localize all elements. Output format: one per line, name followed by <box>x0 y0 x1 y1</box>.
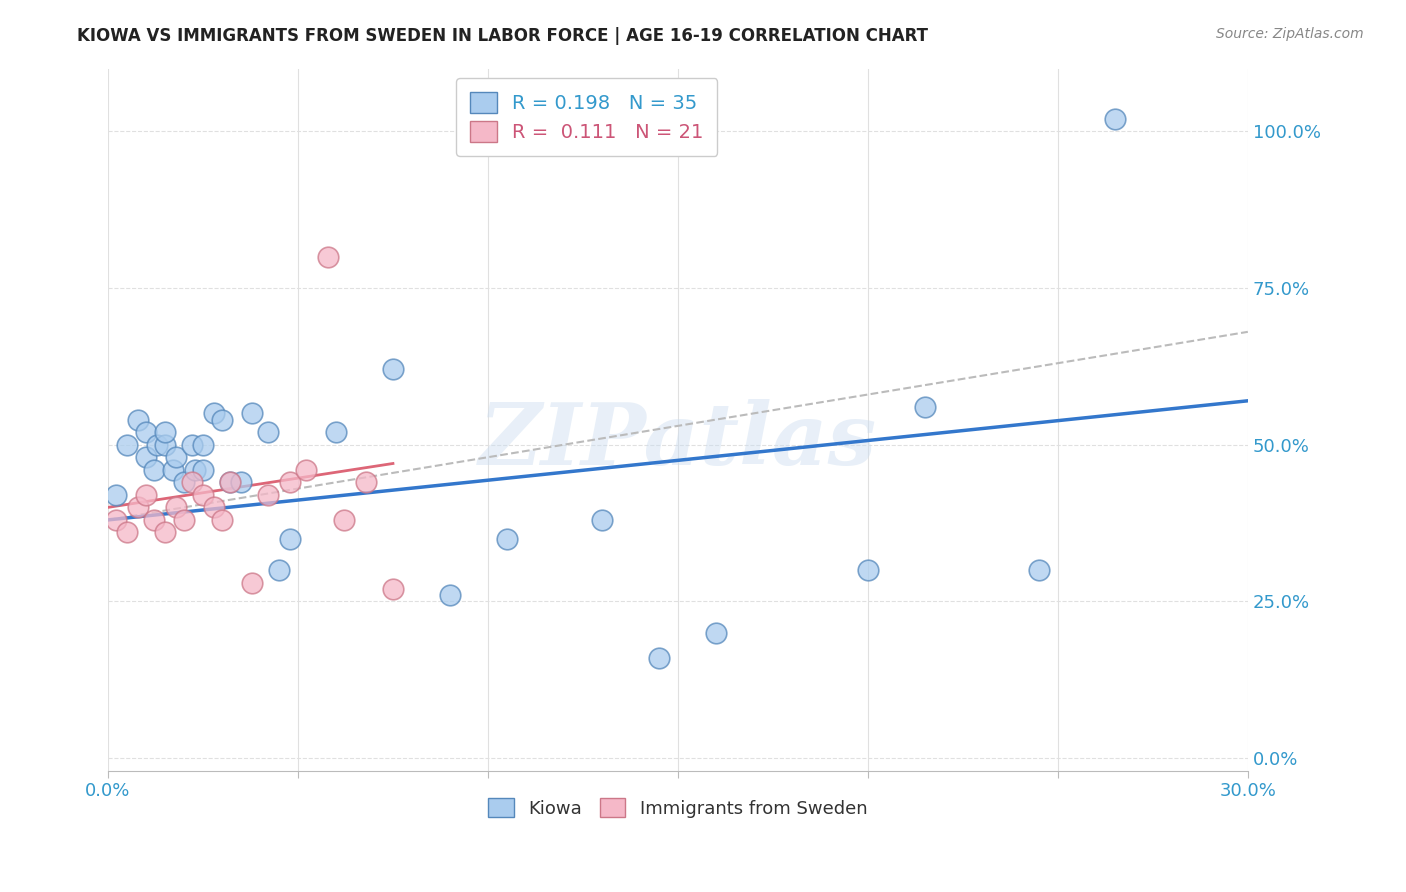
Point <box>280 532 302 546</box>
Point <box>180 475 202 490</box>
Point <box>135 450 157 465</box>
Point <box>153 525 176 540</box>
Point <box>240 406 263 420</box>
Point <box>173 513 195 527</box>
Point <box>115 438 138 452</box>
Point <box>173 475 195 490</box>
Point <box>256 425 278 439</box>
Point <box>218 475 240 490</box>
Point <box>191 438 214 452</box>
Y-axis label: In Labor Force | Age 16-19: In Labor Force | Age 16-19 <box>0 310 8 529</box>
Point <box>153 425 176 439</box>
Point <box>211 412 233 426</box>
Point <box>104 488 127 502</box>
Point <box>165 500 187 515</box>
Point <box>142 463 165 477</box>
Point <box>1028 563 1050 577</box>
Point <box>184 463 207 477</box>
Point <box>318 250 340 264</box>
Point <box>496 532 519 546</box>
Point <box>153 438 176 452</box>
Point <box>591 513 613 527</box>
Point <box>162 463 184 477</box>
Point <box>127 412 149 426</box>
Point <box>104 513 127 527</box>
Point <box>165 450 187 465</box>
Point <box>135 488 157 502</box>
Text: Source: ZipAtlas.com: Source: ZipAtlas.com <box>1216 27 1364 41</box>
Point <box>381 362 404 376</box>
Point <box>381 582 404 596</box>
Point <box>115 525 138 540</box>
Point <box>211 513 233 527</box>
Point <box>914 400 936 414</box>
Point <box>202 406 225 420</box>
Point <box>180 438 202 452</box>
Text: ZIPatlas: ZIPatlas <box>479 399 877 483</box>
Point <box>704 625 727 640</box>
Point <box>356 475 378 490</box>
Point <box>127 500 149 515</box>
Point <box>191 488 214 502</box>
Point <box>135 425 157 439</box>
Point <box>267 563 290 577</box>
Point <box>280 475 302 490</box>
Point <box>1104 112 1126 126</box>
Point <box>294 463 316 477</box>
Point <box>325 425 347 439</box>
Point <box>202 500 225 515</box>
Point <box>439 588 461 602</box>
Text: KIOWA VS IMMIGRANTS FROM SWEDEN IN LABOR FORCE | AGE 16-19 CORRELATION CHART: KIOWA VS IMMIGRANTS FROM SWEDEN IN LABOR… <box>77 27 928 45</box>
Point <box>142 513 165 527</box>
Point <box>218 475 240 490</box>
Point <box>191 463 214 477</box>
Point <box>256 488 278 502</box>
Point <box>229 475 252 490</box>
Point <box>856 563 879 577</box>
Legend: Kiowa, Immigrants from Sweden: Kiowa, Immigrants from Sweden <box>481 791 875 825</box>
Point <box>240 575 263 590</box>
Point <box>648 650 671 665</box>
Point <box>146 438 169 452</box>
Point <box>332 513 354 527</box>
